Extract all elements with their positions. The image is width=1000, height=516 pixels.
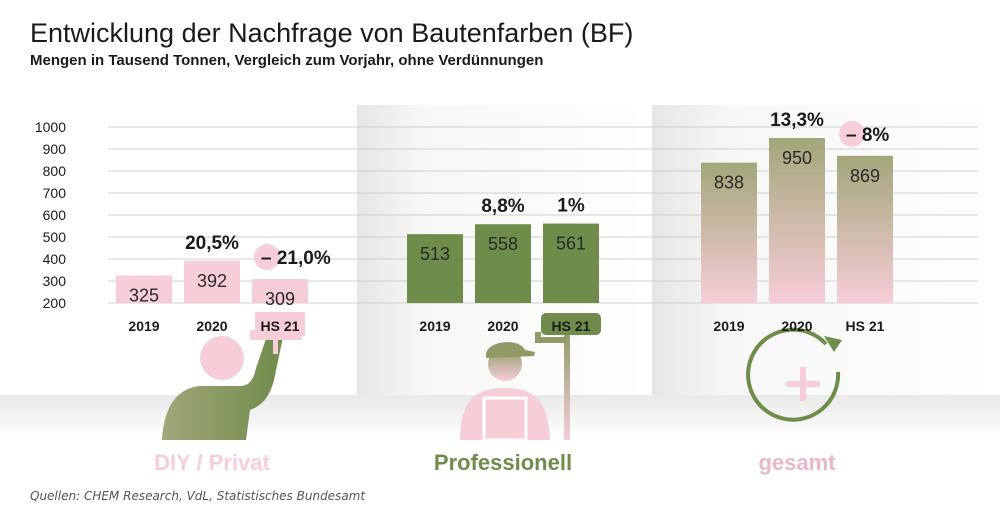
bar-value-label: 561 [556,234,586,254]
bar-value-label: 838 [714,173,744,193]
group-name-label: DIY / Privat [154,450,270,475]
bar [701,162,757,303]
bar-value-label: 513 [420,244,450,264]
y-tick-label: 400 [43,251,67,267]
negative-change-marker [254,244,280,271]
x-category-label: 2020 [781,318,812,334]
bar [769,138,825,303]
y-tick-label: 600 [43,207,67,223]
page-title: Entwicklung der Nachfrage von Bautenfarb… [30,18,634,48]
category-badge [255,314,305,336]
plus-cycle-icon [746,327,842,422]
painter-with-cap-icon [460,330,570,442]
x-category-label: 2020 [487,318,518,334]
bar [116,275,172,303]
change-label: 13,3% [770,110,824,131]
x-category-label: 2019 [713,318,744,334]
x-category-label: 2019 [419,318,450,334]
y-tick-label: 300 [43,273,67,289]
bar [184,260,240,303]
category-badge [541,313,601,335]
x-category-label: 2019 [128,318,159,334]
bar-value-label: 392 [197,271,227,291]
group-name-label: Professionell [434,450,572,475]
group-name-label: gesamt [758,450,836,475]
source-note: Quellen: CHEM Research, VdL, Statistisch… [30,489,366,503]
x-category-label: HS 21 [261,318,300,334]
y-tick-label: 200 [43,295,67,311]
change-label: – 21,0% [261,248,331,269]
bars [116,138,893,303]
bar [407,234,463,303]
y-tick-label: 1000 [35,119,66,135]
y-tick-label: 900 [43,141,67,157]
bar [252,279,308,303]
bar-value-label: 325 [129,286,159,306]
change-label: 8,8% [481,196,524,217]
y-tick-label: 800 [43,163,67,179]
page-subtitle: Mengen in Tausend Tonnen, Vergleich zum … [30,52,544,69]
y-tick-label: 500 [43,229,67,245]
labels: 325 2019 392 2020 20,5% 309 HS 21 – 21,0% DIY / … [128,110,889,475]
x-category-label: 2020 [196,318,227,334]
change-label: – 8% [846,125,889,146]
bar [543,223,599,303]
bar-value-label: 309 [265,289,295,309]
negative-change-marker [839,120,865,147]
x-category-label: HS 21 [552,318,591,334]
y-axis-ticks: 200 300 400 500 600 700 800 900 1000 [35,119,66,311]
category-badge-edge [255,312,305,314]
change-label: 20,5% [185,233,239,254]
bar [837,155,893,303]
bar [475,224,531,303]
x-category-label: HS 21 [846,318,885,334]
bar-value-label: 950 [782,148,812,168]
change-label: 1% [557,196,585,217]
y-tick-label: 700 [43,185,67,201]
bar-value-label: 869 [850,166,880,186]
bar-value-label: 558 [488,234,518,254]
